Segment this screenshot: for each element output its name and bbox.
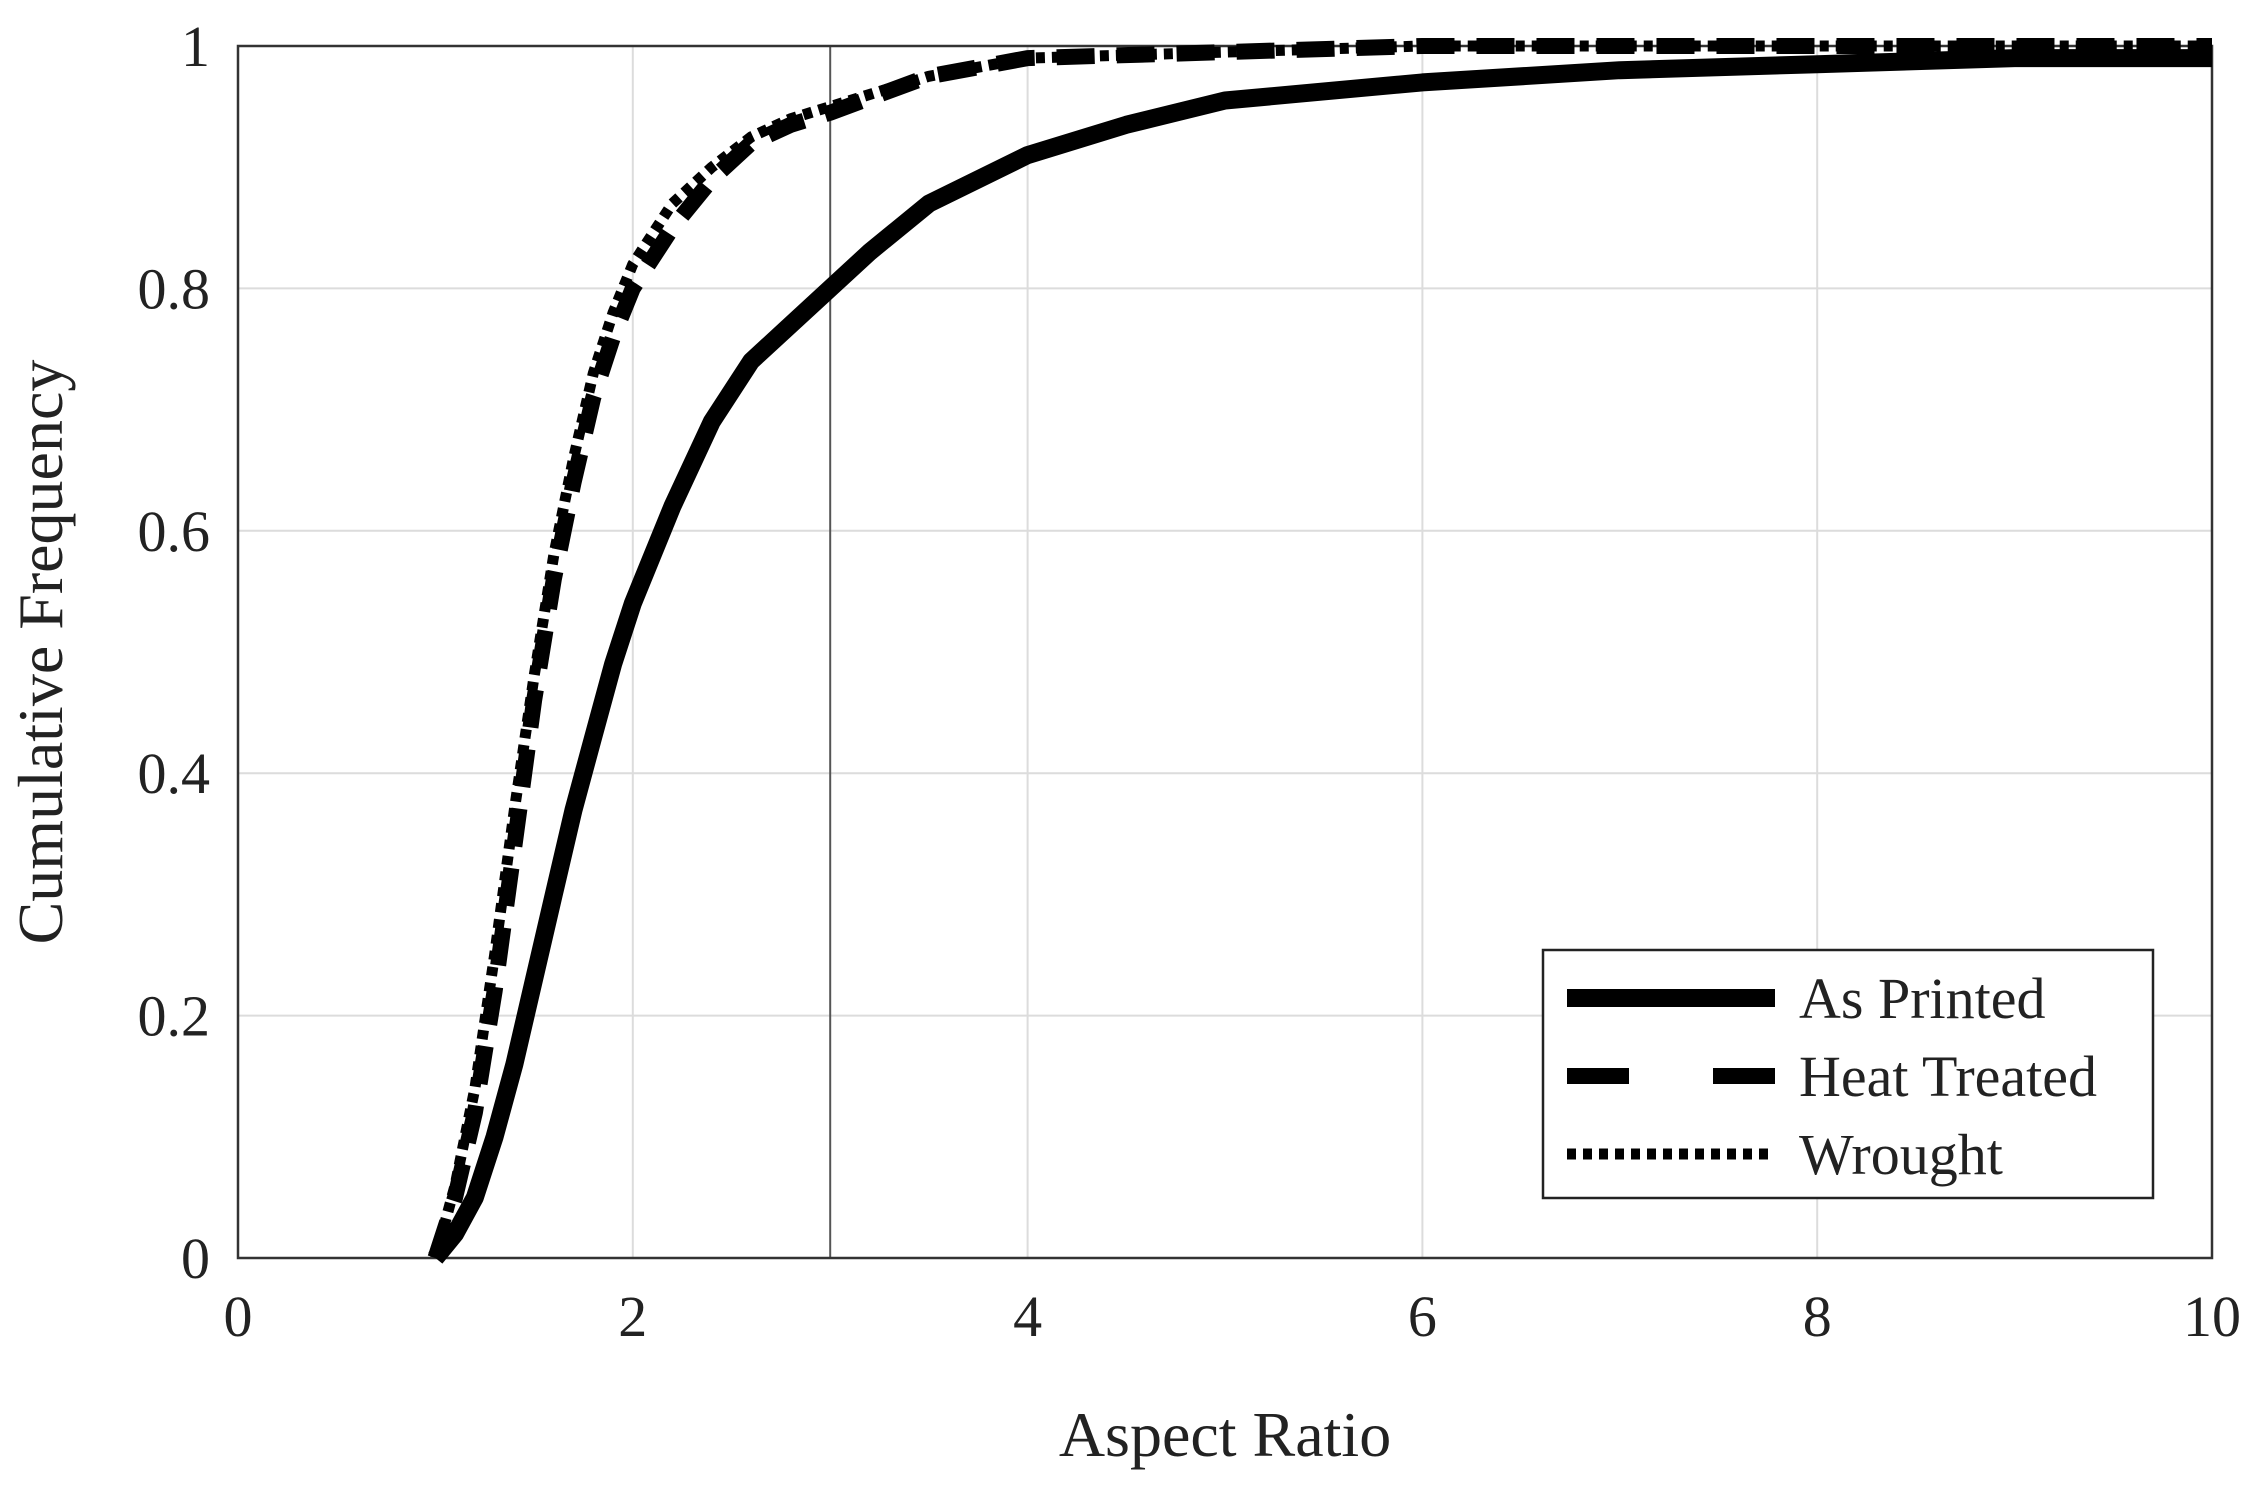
y-tick-label: 0.6 [138, 499, 211, 564]
series-line-as-printed [428, 49, 2212, 1264]
plot-area-border [236, 44, 2214, 1260]
x-axis-ticks: 0 2 4 6 8 10 [224, 1284, 2242, 1349]
legend-label: As Printed [1799, 966, 2046, 1031]
y-tick-label: 0.4 [138, 741, 211, 806]
legend: As Printed Heat Treated Wrought [1541, 948, 2155, 1200]
y-axis-label: Cumulative Frequency [5, 360, 76, 945]
legend-label: Heat Treated [1799, 1044, 2097, 1109]
legend-label: Wrought [1799, 1122, 2003, 1187]
y-axis-ticks: 0 0.2 0.4 0.6 0.8 1 [138, 14, 211, 1291]
x-tick-label: 8 [1803, 1284, 1832, 1349]
y-tick-label: 1 [181, 14, 210, 79]
series-layer [427, 38, 2212, 1264]
y-tick-label: 0.2 [138, 984, 211, 1049]
x-tick-label: 4 [1013, 1284, 1042, 1349]
x-tick-label: 10 [2183, 1284, 2241, 1349]
x-tick-label: 6 [1408, 1284, 1437, 1349]
series-line-wrought [430, 40, 2212, 1260]
x-tick-label: 2 [618, 1284, 647, 1349]
y-tick-label: 0 [181, 1226, 210, 1291]
y-tick-label: 0.8 [138, 256, 211, 321]
x-tick-label: 0 [224, 1284, 253, 1349]
x-axis-label: Aspect Ratio [1059, 1399, 1391, 1470]
